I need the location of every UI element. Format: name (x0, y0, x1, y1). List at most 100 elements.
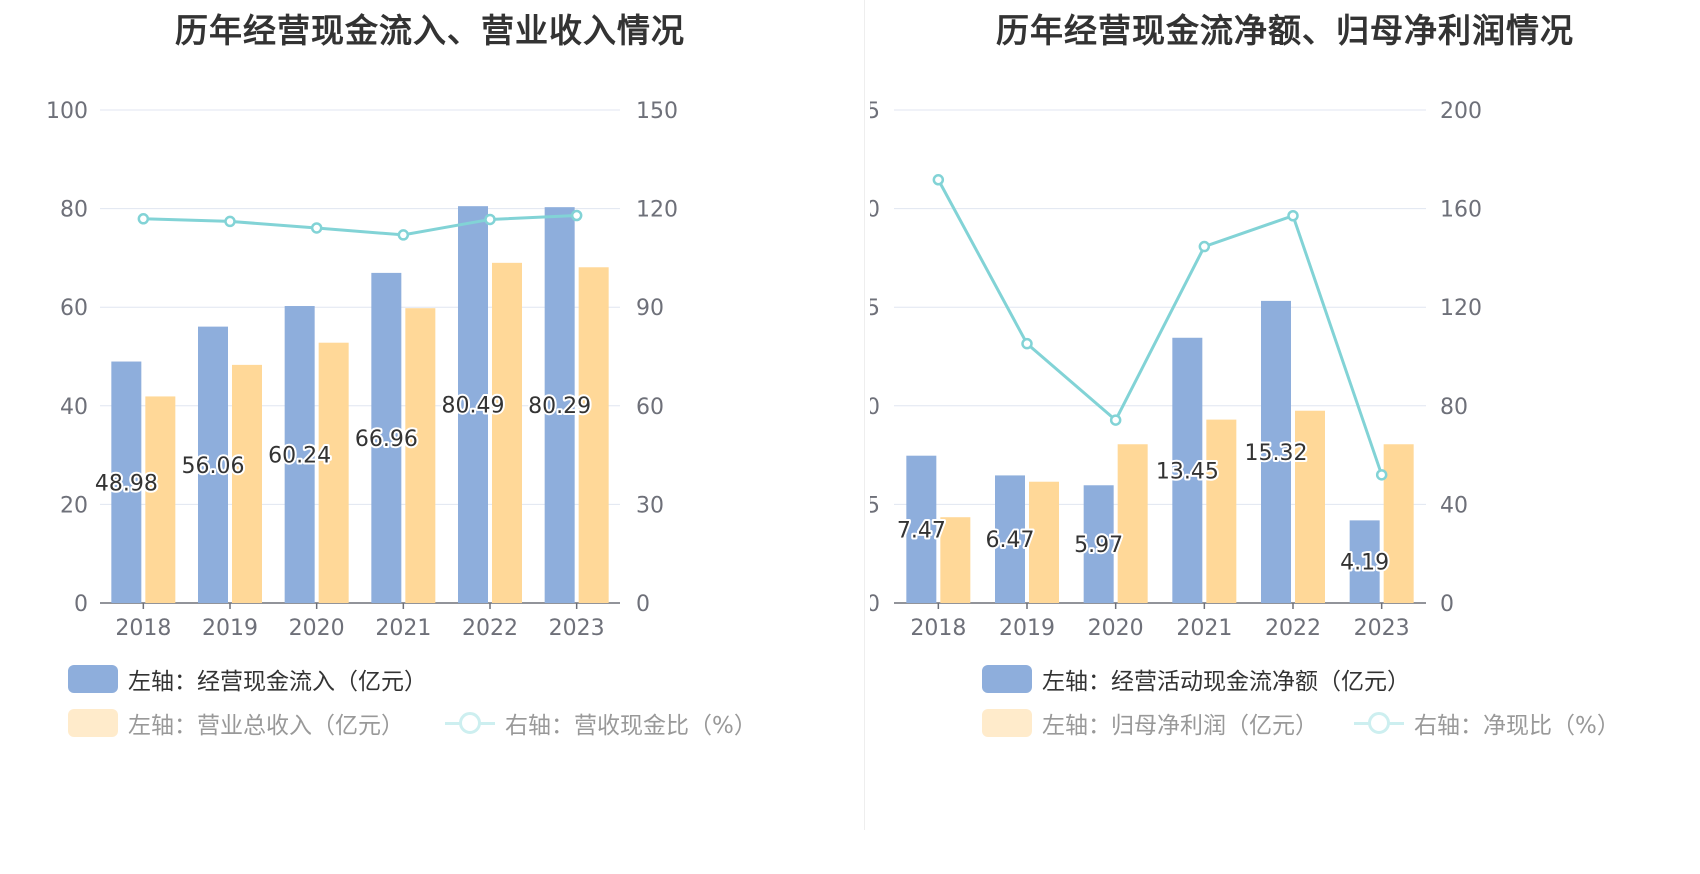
x-tick-label: 2019 (202, 616, 258, 641)
data-label: 5.97 (1074, 533, 1123, 558)
x-tick-label: 2023 (1354, 616, 1410, 641)
bar-secondary (1029, 481, 1059, 603)
data-label: 48.98 (95, 471, 158, 496)
y-right-tick-label: 0 (1440, 592, 1454, 617)
y-right-tick-label: 80 (1440, 395, 1468, 420)
legend-item-cash-ratio[interactable]: 右轴：营收现金比（%） (445, 706, 757, 740)
x-tick-label: 2020 (289, 616, 345, 641)
chart-title: 历年经营现金流净额、归母净利润情况 (996, 11, 1574, 50)
bar-primary (995, 475, 1025, 603)
legend-line-circle-icon (1354, 709, 1404, 737)
data-label: 80.49 (442, 394, 505, 419)
bar-secondary (578, 267, 609, 603)
bar-primary (371, 272, 402, 603)
bar-primary (1261, 300, 1291, 603)
ratio-point (1375, 469, 1388, 481)
ratio-point (310, 222, 323, 234)
bar-primary (111, 361, 142, 603)
bar-secondary (1206, 419, 1237, 603)
ratio-point (1109, 414, 1122, 426)
ratio-point (1287, 209, 1299, 222)
y-left-tick-label: 0 (870, 592, 880, 617)
y-left-tick-label: 80 (60, 198, 88, 223)
bar-secondary (232, 364, 262, 603)
ratio-line (937, 179, 1384, 476)
chart-title: 历年经营现金流入、营业收入情况 (175, 11, 685, 50)
x-tick-label: 2022 (462, 616, 518, 641)
ratio-point (484, 213, 496, 226)
y-left-tick-label: 5 (870, 493, 880, 518)
bar-primary (544, 207, 575, 604)
x-tick-label: 2018 (115, 616, 171, 641)
legend-swatch-orange (982, 709, 1032, 737)
y-right-tick-label: 0 (636, 592, 650, 617)
legend-swatch-blue (982, 665, 1032, 693)
legend-item-net-cash[interactable]: 左轴：经营活动现金流净额（亿元） (982, 662, 1410, 696)
x-tick-label: 2022 (1265, 616, 1321, 641)
y-left-tick-label: 40 (60, 395, 88, 420)
y-left-tick-label: 25 (870, 99, 880, 124)
y-left-tick-label: 0 (74, 592, 88, 617)
y-left-tick-label: 15 (870, 296, 880, 321)
legend-item-net-profit[interactable]: 左轴：归母净利润（亿元） (982, 706, 1318, 740)
data-label: 56.06 (182, 454, 245, 479)
x-tick-label: 2021 (1176, 616, 1232, 641)
data-label: 13.45 (1156, 459, 1219, 484)
legend-line-circle-icon (445, 709, 495, 737)
y-right-tick-label: 160 (1440, 198, 1482, 223)
bar-primary (1172, 337, 1203, 603)
legend-swatch-orange (68, 709, 118, 737)
ratio-point (1198, 240, 1211, 253)
data-label: 4.19 (1340, 551, 1389, 576)
bar-secondary (145, 396, 176, 603)
bar-primary (906, 455, 937, 603)
ratio-point (932, 174, 945, 186)
ratio-point (397, 229, 410, 241)
x-tick-label: 2020 (1088, 616, 1144, 641)
data-label: 60.24 (268, 444, 331, 469)
bar-primary (1083, 485, 1114, 603)
bar-primary (198, 326, 228, 603)
x-tick-label: 2023 (549, 616, 605, 641)
chart-panel-net-cash: 历年经营现金流净额、归母净利润情况 0 5 10 15 20 25 0 40 80 120 160 2… (870, 0, 1700, 874)
x-tick-label: 2021 (375, 616, 431, 641)
net-cash-chart: 0 5 10 15 20 25 0 40 80 120 160 200 2018 2019 2020 2021… (870, 99, 1482, 641)
y-right-tick-label: 90 (636, 296, 664, 321)
bar-secondary (1117, 444, 1148, 603)
data-label: 15.32 (1245, 441, 1308, 466)
ratio-line (143, 214, 577, 237)
bar-secondary (492, 262, 522, 603)
ratio-point (1021, 337, 1033, 350)
ratio-point (137, 213, 150, 225)
chart-panel-cash-inflow: 历年经营现金流入、营业收入情况 0 20 40 60 80 100 0 30 60 90 120 15… (46, 11, 757, 740)
bar-primary (458, 206, 488, 603)
y-left-tick-label: 10 (870, 395, 880, 420)
cash-inflow-chart: 0 20 40 60 80 100 0 30 60 90 120 150 2018 2019 2020 202… (46, 99, 678, 641)
data-label: 66.96 (355, 427, 418, 452)
legend-item-revenue[interactable]: 左轴：营业总收入（亿元） (68, 706, 404, 740)
data-label: 80.29 (528, 394, 591, 419)
bar-secondary (1383, 444, 1414, 603)
bar-primary (1349, 520, 1380, 603)
bar-secondary (405, 308, 436, 603)
y-right-tick-label: 200 (1440, 99, 1482, 124)
y-left-tick-label: 20 (60, 493, 88, 518)
y-right-tick-label: 40 (1440, 493, 1468, 518)
y-right-tick-label: 120 (636, 198, 678, 223)
y-left-tick-label: 20 (870, 198, 880, 223)
legend-item-cash-inflow[interactable]: 左轴：经营现金流入（亿元） (68, 662, 427, 696)
legend-item-net-cash-ratio[interactable]: 右轴：净现比（%） (1354, 706, 1620, 740)
legend-swatch-blue (68, 665, 118, 693)
bar-primary (284, 306, 315, 603)
y-right-tick-label: 60 (636, 395, 664, 420)
panel-divider (864, 0, 865, 830)
ratio-point (570, 209, 583, 222)
y-left-tick-label: 100 (46, 99, 88, 124)
y-right-tick-label: 120 (1440, 296, 1482, 321)
bar-secondary (1295, 410, 1325, 603)
x-tick-label: 2019 (999, 616, 1055, 641)
ratio-point (224, 215, 236, 228)
data-label: 7.47 (897, 518, 946, 543)
data-label: 6.47 (986, 528, 1035, 553)
y-right-tick-label: 150 (636, 99, 678, 124)
